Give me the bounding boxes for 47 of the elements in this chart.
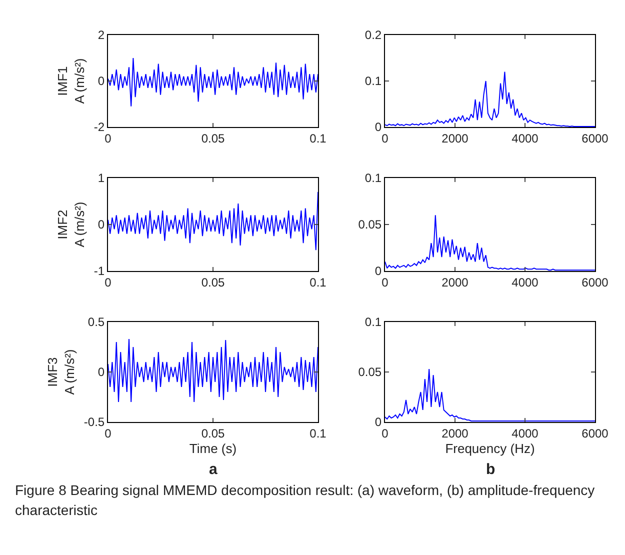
y-tick-label: 0.1: [364, 315, 382, 330]
y-axis-title: IMF1 A (m/s²): [54, 58, 87, 104]
x-tick-label: 2000: [442, 426, 469, 440]
x-tick-label: 2000: [442, 131, 469, 146]
y-tick-label: 0: [98, 74, 105, 88]
y-tick-label: 0.5: [88, 315, 105, 330]
y-tick-label: 0: [374, 415, 382, 430]
x-axis-title: Time (s): [189, 441, 237, 456]
y-tick-label: 0.1: [364, 171, 382, 186]
x-tick-label: 0.1: [310, 275, 327, 290]
text: a: [209, 461, 218, 478]
line-series: [108, 191, 318, 251]
y-tick-label: 0.05: [358, 218, 382, 232]
y-tick-label: 0: [374, 120, 382, 134]
x-tick-label: 4000: [512, 275, 539, 290]
x-tick-label: 6000: [582, 426, 609, 440]
y-tick-label: -2: [94, 120, 105, 134]
x-tick-label: 6000: [582, 131, 609, 146]
x-tick-label: 4000: [512, 131, 539, 146]
x-tick-label: 4000: [512, 426, 539, 440]
y-tick-label: -1: [94, 264, 105, 278]
x-tick-label: 0.05: [201, 131, 225, 146]
line-series: [108, 58, 318, 107]
y-tick-label: 0.1: [364, 74, 382, 88]
x-tick-label: 0.05: [201, 426, 225, 440]
line-series: [385, 368, 595, 422]
y-tick-label: 0: [98, 365, 105, 380]
text: b: [486, 461, 496, 478]
y-axis-title: IMF3 A (m/s²): [44, 349, 77, 395]
x-tick-label: 0.05: [201, 275, 225, 290]
y-axis-title: IMF2 A (m/s²): [54, 202, 87, 248]
y-tick-label: 0: [98, 218, 105, 232]
y-tick-label: 0.05: [358, 365, 382, 380]
y-tick-label: 2: [98, 28, 105, 42]
line-series: [385, 71, 595, 127]
y-tick-label: 0.2: [364, 28, 382, 42]
y-tick-label: 0: [374, 264, 382, 278]
x-tick-label: 6000: [582, 275, 609, 290]
y-tick-label: -0.5: [84, 415, 105, 430]
x-tick-label: 2000: [442, 275, 469, 290]
x-axis-title: Frequency (Hz): [445, 441, 535, 456]
caption: Figure 8 Bearing signal MMEMD decomposition result: (a) waveform, (b) amplitude-frequency characteristic: [15, 481, 596, 520]
x-tick-label: 0.1: [310, 426, 327, 440]
line-series: [385, 214, 595, 271]
line-series: [108, 338, 318, 402]
y-tick-label: 1: [98, 171, 105, 186]
x-tick-label: 0.1: [310, 131, 327, 146]
